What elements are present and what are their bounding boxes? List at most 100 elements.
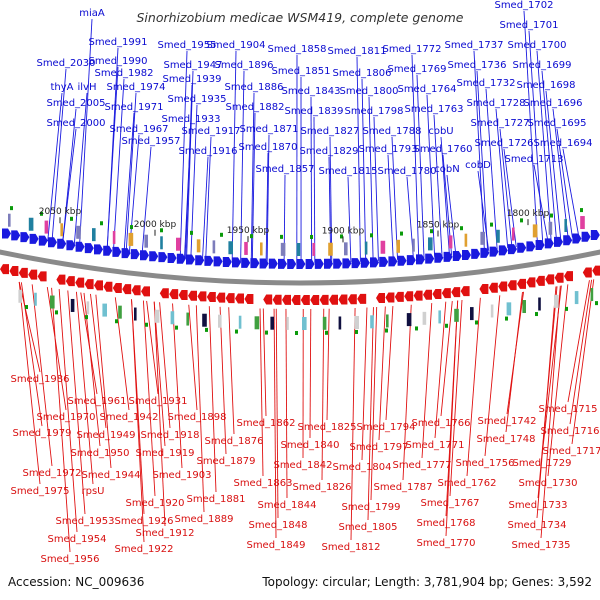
reverse-gene-label: Smed_1970 — [36, 412, 95, 423]
forward-label-connector — [73, 92, 88, 246]
reverse-label-connector — [153, 301, 166, 447]
feature-block — [244, 241, 248, 255]
forward-gene-arrow — [489, 246, 499, 257]
feature-block — [270, 316, 274, 330]
reverse-gene-label: Smed_1767 — [420, 498, 479, 509]
reverse-gene-label: Smed_1762 — [437, 478, 496, 489]
forward-gene-arrow — [2, 228, 11, 239]
feature-block — [396, 239, 400, 253]
marker-dot — [460, 226, 463, 231]
reverse-gene-arrow — [329, 294, 338, 305]
feature-block — [112, 230, 116, 244]
forward-gene-arrow — [590, 229, 600, 240]
feature-block — [554, 294, 559, 308]
reverse-gene-label: Smed_1912 — [135, 528, 194, 539]
reverse-gene-arrow — [206, 292, 216, 303]
reverse-gene-label: Smed_1972 — [22, 468, 81, 479]
reverse-gene-label: Smed_1787 — [373, 482, 432, 493]
forward-gene-label: Smed_2000 — [46, 118, 105, 129]
reverse-gene-label: Smed_1844 — [257, 500, 316, 511]
forward-label-connector — [536, 50, 552, 242]
forward-gene-arrow — [480, 247, 490, 258]
feature-block — [128, 232, 134, 246]
forward-gene-arrow — [94, 244, 103, 255]
reverse-gene-label: Smed_1876 — [204, 436, 263, 447]
forward-gene-label: Smed_1827 — [300, 126, 359, 137]
reverse-gene-arrow — [479, 283, 489, 294]
reverse-gene-label: Smed_1889 — [174, 514, 233, 525]
reverse-gene-arrow — [0, 264, 9, 275]
marker-dot — [325, 330, 328, 335]
reverse-gene-label: Smed_1804 — [332, 462, 391, 473]
feature-block — [464, 233, 468, 247]
reverse-gene-label: Smed_1953 — [55, 516, 114, 527]
forward-label-connector — [562, 148, 580, 237]
scale-tick-label: 1950 kbp — [227, 226, 270, 236]
reverse-label-connector — [31, 284, 53, 467]
forward-label-connector — [62, 128, 77, 244]
reverse-label-connector — [75, 291, 94, 485]
forward-gene-arrow — [241, 257, 251, 268]
reverse-label-connector — [350, 307, 356, 541]
forward-gene-label: Smed_1696 — [523, 98, 582, 109]
reverse-gene-label: Smed_1777 — [392, 460, 451, 471]
reverse-gene-label: Smed_1979 — [12, 428, 71, 439]
scale-tick-label: 2050 kbp — [39, 207, 82, 217]
reverse-label-connector — [131, 299, 145, 543]
feature-block — [338, 316, 342, 330]
reverse-label-connector — [378, 306, 386, 441]
forward-gene-arrow — [278, 258, 287, 269]
scale-tick-label: 1900 kbp — [322, 226, 365, 236]
reverse-gene-label: Smed_1944 — [81, 470, 140, 481]
reverse-gene-arrow — [535, 275, 545, 286]
reverse-gene-arrow — [169, 289, 179, 300]
feature-block — [144, 234, 148, 248]
reverse-gene-arrow — [197, 291, 207, 302]
marker-dot — [310, 234, 313, 239]
feature-block — [448, 235, 453, 249]
feature-block — [354, 315, 359, 329]
forward-gene-label: Smed_1700 — [507, 40, 566, 51]
reverse-gene-label: Smed_1956 — [40, 554, 99, 565]
forward-gene-label: Smed_1811 — [327, 46, 386, 57]
forward-gene-arrow — [498, 245, 508, 256]
reverse-gene-arrow — [216, 292, 226, 303]
feature-block — [60, 223, 63, 237]
marker-dot — [295, 330, 298, 335]
forward-label-connector — [184, 124, 192, 259]
forward-gene-label: thyA — [50, 82, 73, 93]
reverse-gene-arrow — [65, 276, 75, 287]
feature-block — [212, 240, 216, 254]
marker-dot — [25, 305, 28, 310]
forward-gene-label: Smed_1800 — [339, 86, 398, 97]
feature-block — [134, 307, 137, 321]
reverse-gene-arrow — [112, 282, 122, 293]
reverse-gene-label: Smed_1961 — [67, 396, 126, 407]
marker-dot — [445, 323, 448, 328]
forward-gene-arrow — [333, 258, 343, 269]
reverse-label-connector — [505, 291, 523, 433]
feature-block — [506, 302, 512, 316]
reverse-gene-arrow — [338, 294, 348, 305]
feature-block — [322, 316, 327, 330]
reverse-gene-arrow — [385, 292, 395, 303]
forward-gene-label: Smed_1990 — [88, 56, 147, 67]
feature-block — [532, 224, 538, 238]
reverse-gene-arrow — [75, 277, 85, 288]
forward-gene-label: Smed_1788 — [362, 126, 421, 137]
reverse-gene-arrow — [225, 293, 235, 304]
forward-gene-label: Smed_1815 — [318, 166, 377, 177]
forward-gene-arrow — [158, 252, 168, 263]
forward-gene-label: Smed_1798 — [344, 106, 403, 117]
reverse-gene-arrow — [310, 294, 320, 305]
reverse-gene-label: Smed_1735 — [511, 540, 570, 551]
reverse-gene-label: Smed_1840 — [280, 440, 339, 451]
reverse-label-connector — [402, 304, 412, 481]
reverse-gene-label: Smed_1919 — [135, 448, 194, 459]
forward-gene-label: Smed_1947 — [163, 60, 222, 71]
forward-gene-label: Smed_1870 — [238, 142, 297, 153]
reverse-label-connector — [466, 297, 481, 477]
forward-gene-arrow — [11, 230, 21, 241]
reverse-gene-labels: Smed_1986 Smed_1961 Smed_1970 Smed_1979 Smed… — [10, 374, 600, 565]
marker-dot — [505, 316, 508, 321]
